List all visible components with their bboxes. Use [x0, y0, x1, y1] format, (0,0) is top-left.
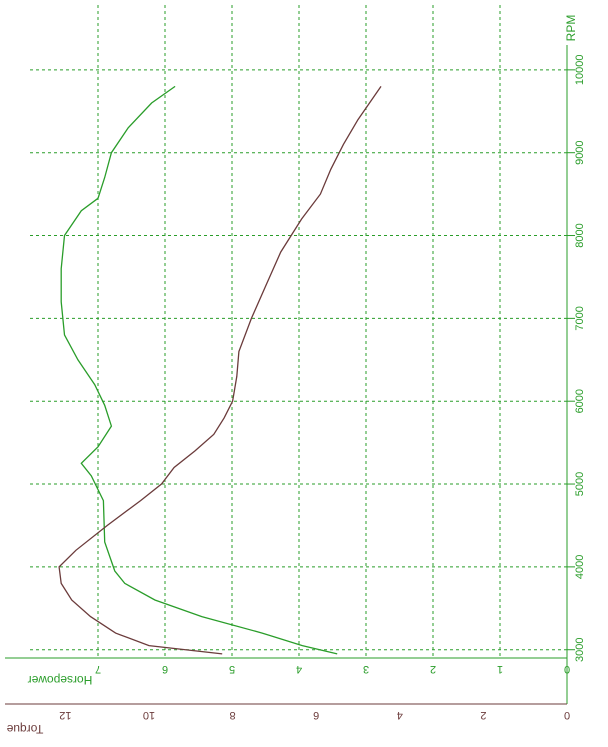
- hp-tick-label: 5: [229, 663, 235, 675]
- hp-tick-label: 6: [162, 663, 168, 675]
- rpm-axis-label: RPM: [564, 15, 578, 42]
- rpm-tick-label: 8000: [574, 223, 586, 247]
- horsepower-curve: [60, 85, 338, 655]
- rpm-tick-label: 7000: [574, 306, 586, 330]
- torque-axis-label: Torque: [6, 722, 43, 736]
- axes: [5, 45, 568, 705]
- rpm-tick-label: 4000: [574, 555, 586, 579]
- torque-tick-label: 8: [230, 709, 236, 721]
- rpm-tick-label: 6000: [574, 389, 586, 413]
- hp-tick-label: 0: [564, 663, 570, 675]
- torque-tick-label: 0: [564, 709, 570, 721]
- horsepower-axis-label: Horsepower: [28, 673, 93, 687]
- hp-tick-label: 4: [296, 663, 302, 675]
- torque-tick-label: 6: [313, 709, 319, 721]
- hp-tick-label: 3: [363, 663, 369, 675]
- labels: RPM Horsepower Torque 300040005000600070…: [6, 15, 586, 736]
- grid-lines: [30, 5, 575, 658]
- series: [58, 85, 382, 655]
- hp-tick-label: 7: [95, 663, 101, 675]
- hp-tick-label: 1: [497, 663, 503, 675]
- torque-tick-label: 10: [143, 709, 155, 721]
- rpm-tick-label: 5000: [574, 472, 586, 496]
- rpm-tick-label: 3000: [574, 637, 586, 661]
- hp-tick-label: 2: [430, 663, 436, 675]
- rpm-tick-label: 9000: [574, 140, 586, 164]
- rpm-tick-label: 10000: [574, 55, 586, 86]
- torque-tick-label: 4: [397, 709, 403, 721]
- torque-curve: [58, 86, 382, 655]
- torque-tick-label: 2: [480, 709, 486, 721]
- torque-tick-label: 12: [59, 709, 71, 721]
